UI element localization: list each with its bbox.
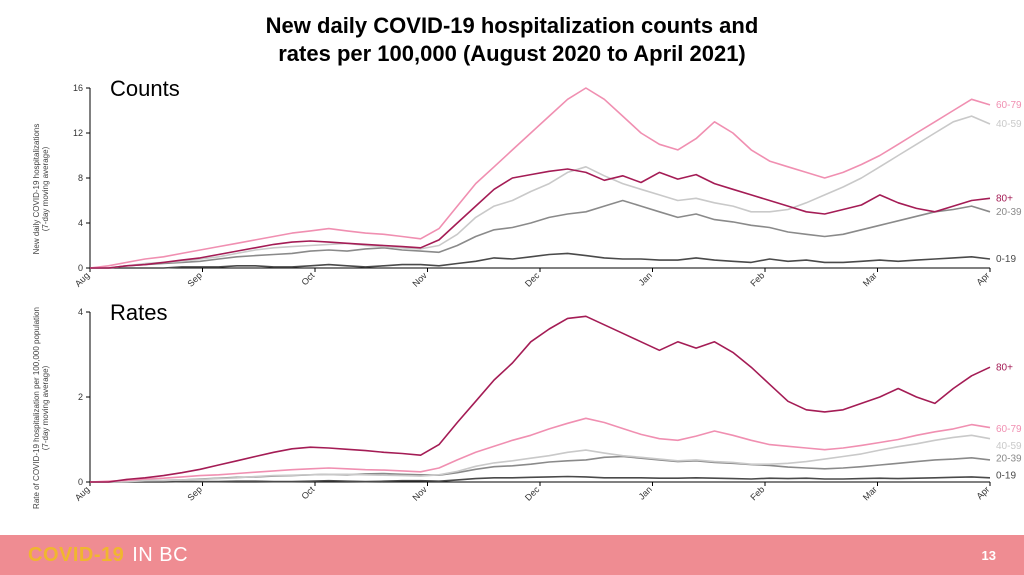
series-label: 60-79 xyxy=(996,100,1022,111)
svg-text:4: 4 xyxy=(78,307,83,317)
series-line-80+ xyxy=(90,169,990,268)
top-chart-svg: 0481216AugSepOctNovDecJanFebMarApr60-794… xyxy=(50,80,1024,298)
svg-text:Dec: Dec xyxy=(523,484,542,503)
svg-text:Mar: Mar xyxy=(861,270,879,288)
svg-text:Oct: Oct xyxy=(299,270,316,287)
footer-page-number: 13 xyxy=(982,548,996,563)
series-label: 0-19 xyxy=(996,471,1016,482)
series-label: 40-59 xyxy=(996,441,1022,452)
series-label: 80+ xyxy=(996,362,1013,373)
footer-bar: COVID-19 IN BC 13 xyxy=(0,535,1024,575)
bottom-chart: Rate of COVID-19 hospitalization per 100… xyxy=(50,304,1014,512)
bottom-chart-svg: 024AugSepOctNovDecJanFebMarApr80+60-7940… xyxy=(50,304,1024,512)
svg-text:Jan: Jan xyxy=(637,270,654,287)
svg-text:Nov: Nov xyxy=(411,484,430,503)
bottom-ylabel: Rate of COVID-19 hospitalization per 100… xyxy=(33,307,51,509)
svg-text:Apr: Apr xyxy=(974,484,991,501)
charts-container: New daily COVID-19 hospitalizations(7-da… xyxy=(30,80,1014,525)
top-ylabel: New daily COVID-19 hospitalizations(7-da… xyxy=(33,124,51,255)
svg-text:16: 16 xyxy=(73,83,83,93)
svg-text:12: 12 xyxy=(73,128,83,138)
svg-text:Sep: Sep xyxy=(186,484,204,502)
series-label: 0-19 xyxy=(996,254,1016,265)
series-label: 20-39 xyxy=(996,454,1022,465)
svg-text:Feb: Feb xyxy=(748,270,766,288)
svg-text:Dec: Dec xyxy=(523,270,542,289)
chart-title: New daily COVID-19 hospitalization count… xyxy=(0,0,1024,67)
bottom-subtitle: Rates xyxy=(110,300,167,326)
svg-text:Oct: Oct xyxy=(299,484,316,501)
series-line-60-79 xyxy=(90,418,990,482)
svg-text:Mar: Mar xyxy=(861,484,879,502)
top-subtitle: Counts xyxy=(110,76,180,102)
svg-text:Nov: Nov xyxy=(411,270,430,289)
series-label: 40-59 xyxy=(996,119,1022,130)
svg-text:Sep: Sep xyxy=(186,270,204,288)
footer-brand-2: IN BC xyxy=(132,544,188,567)
svg-text:8: 8 xyxy=(78,173,83,183)
footer-brand-1: COVID-19 xyxy=(28,544,124,567)
svg-text:Jan: Jan xyxy=(637,484,654,501)
top-chart: New daily COVID-19 hospitalizations(7-da… xyxy=(50,80,1014,298)
svg-text:2: 2 xyxy=(78,392,83,402)
series-line-20-39 xyxy=(90,201,990,269)
series-label: 80+ xyxy=(996,193,1013,204)
series-label: 60-79 xyxy=(996,424,1022,435)
series-label: 20-39 xyxy=(996,207,1022,218)
title-line-1: New daily COVID-19 hospitalization count… xyxy=(0,12,1024,40)
svg-text:Aug: Aug xyxy=(73,484,91,502)
title-line-2: rates per 100,000 (August 2020 to April … xyxy=(0,40,1024,68)
svg-text:Feb: Feb xyxy=(748,484,766,502)
svg-text:Apr: Apr xyxy=(974,270,991,287)
svg-text:Aug: Aug xyxy=(73,270,91,288)
svg-text:4: 4 xyxy=(78,218,83,228)
series-line-60-79 xyxy=(90,88,990,268)
